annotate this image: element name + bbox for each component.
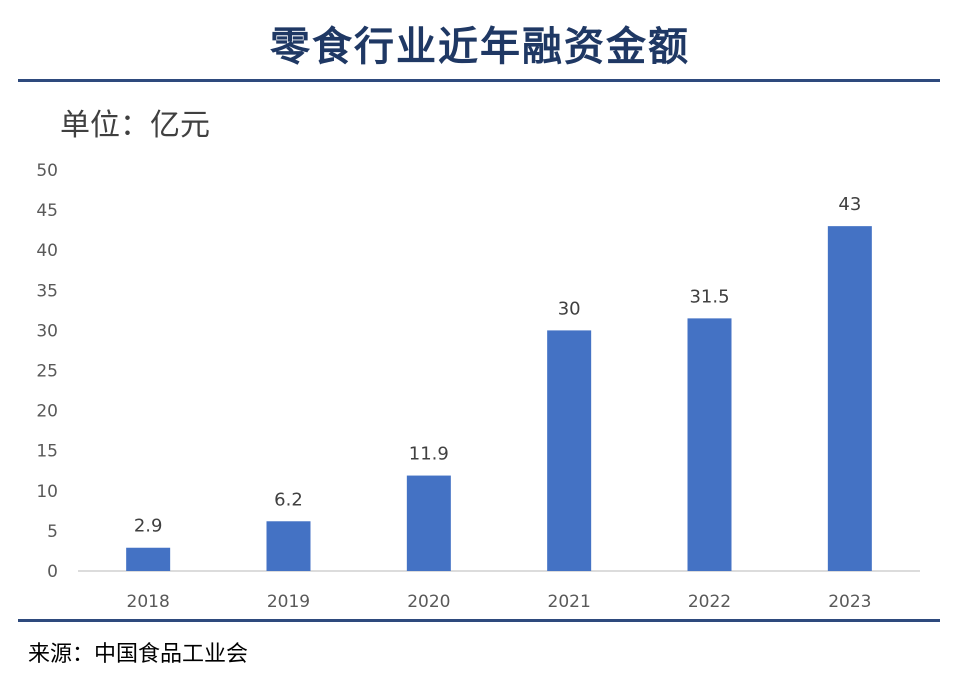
y-tick-label: 50 (36, 161, 58, 181)
bar-2021 (547, 330, 592, 571)
x-tick-label-2023: 2023 (828, 592, 871, 612)
footer-divider (18, 619, 940, 622)
bar-2018 (126, 547, 171, 571)
title-divider (18, 79, 940, 82)
y-tick-label: 0 (47, 562, 58, 582)
y-tick-label: 15 (36, 442, 58, 462)
bar-2019 (266, 521, 311, 571)
x-tick-label-2021: 2021 (548, 592, 591, 612)
x-tick-label-2022: 2022 (688, 592, 731, 612)
unit-label: 单位：亿元 (60, 108, 210, 143)
y-tick-label: 5 (47, 522, 58, 542)
y-tick-label: 10 (36, 482, 58, 502)
y-tick-label: 25 (36, 362, 58, 382)
x-tick-label-2019: 2019 (267, 592, 310, 612)
x-tick-label-2020: 2020 (407, 592, 450, 612)
chart-title: 零食行业近年融资金额 (270, 24, 690, 70)
y-tick-label: 45 (36, 201, 58, 221)
y-tick-label: 30 (36, 321, 58, 341)
bar-2023 (827, 226, 872, 571)
source-note: 来源：中国食品工业会 (28, 642, 249, 667)
y-tick-label: 35 (36, 281, 58, 301)
data-label-2022: 31.5 (689, 286, 729, 307)
bar-2020 (406, 475, 451, 571)
bar-2022 (687, 318, 732, 571)
data-label-2023: 43 (838, 194, 861, 215)
x-tick-label-2018: 2018 (127, 592, 170, 612)
data-label-2020: 11.9 (409, 444, 449, 465)
data-label-2021: 30 (558, 298, 581, 319)
data-label-2019: 6.2 (274, 489, 303, 510)
data-label-2018: 2.9 (134, 516, 163, 537)
y-tick-label: 20 (36, 402, 58, 422)
y-tick-label: 40 (36, 241, 58, 261)
